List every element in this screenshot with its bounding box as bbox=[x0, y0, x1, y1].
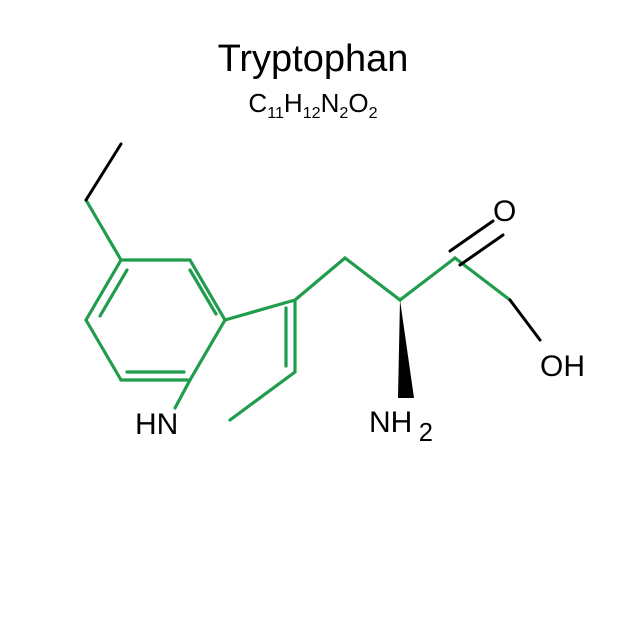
green-backbone bbox=[86, 200, 510, 420]
atom-NH2-main: NH bbox=[369, 406, 412, 439]
atom-label-HN: HN bbox=[135, 408, 178, 442]
diagram-canvas: Tryptophan C11H12N2O2 HN NH2 O OH bbox=[0, 0, 626, 626]
green-double-bonds bbox=[100, 270, 286, 372]
atom-NH2-sub: 2 bbox=[419, 419, 433, 447]
atom-label-OH: OH bbox=[540, 350, 585, 384]
atom-label-O: O bbox=[493, 195, 516, 229]
structure-svg bbox=[0, 0, 626, 626]
atom-label-NH2: NH2 bbox=[369, 406, 433, 440]
stereo-wedge bbox=[398, 300, 414, 398]
black-bonds bbox=[86, 144, 540, 340]
